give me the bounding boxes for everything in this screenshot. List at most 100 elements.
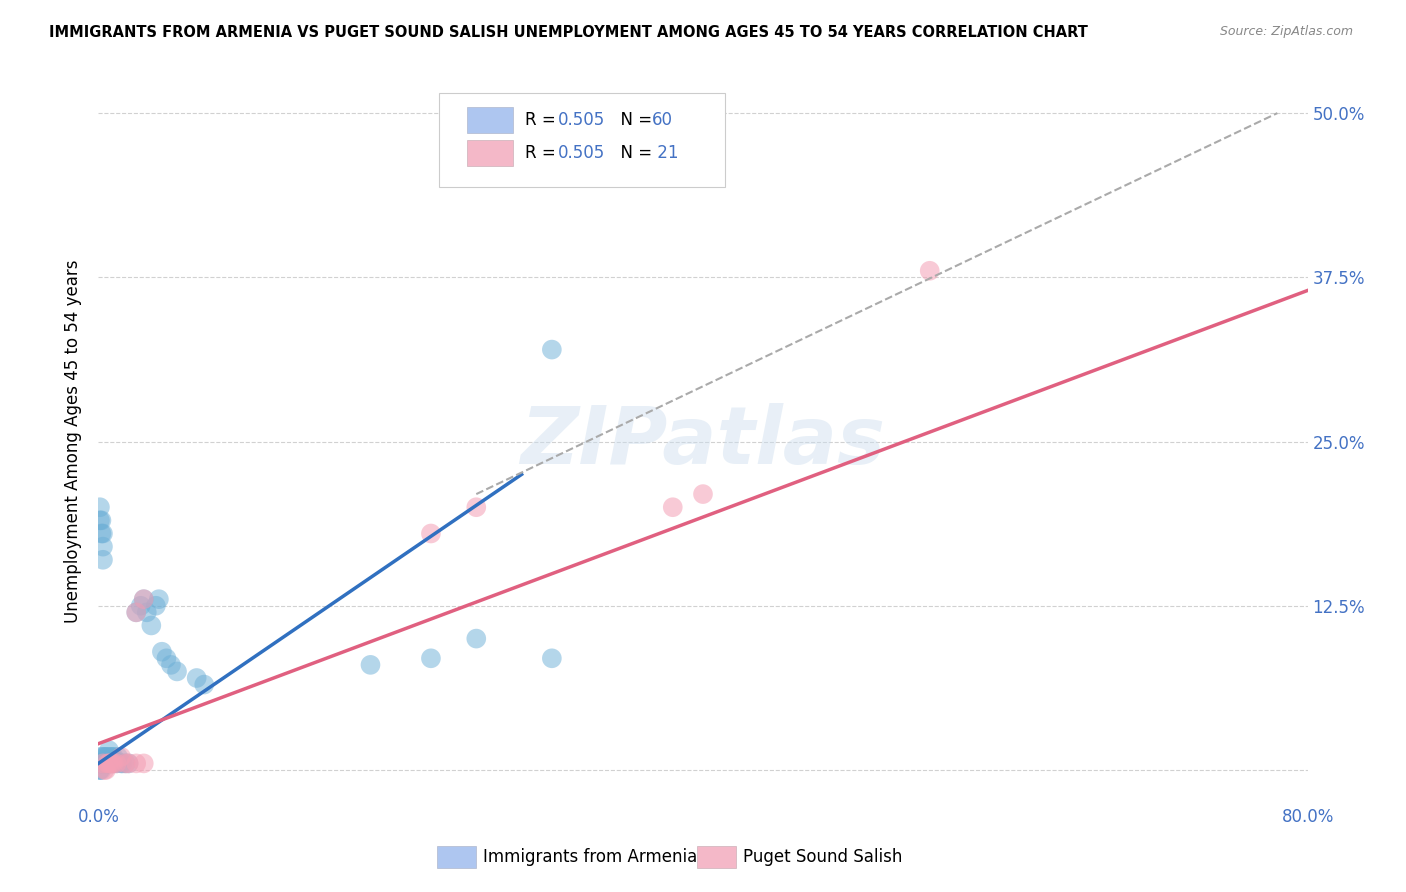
Point (91, 526, 114, 541)
Text: IMMIGRANTS FROM ARMENIA VS PUGET SOUND SALISH UNEMPLOYMENT AMONG AGES 45 TO 54 Y: IMMIGRANTS FROM ARMENIA VS PUGET SOUND S… (49, 25, 1088, 40)
Point (90, 513, 112, 527)
Point (90, 756, 112, 771)
Point (91, 756, 114, 771)
Point (94, 756, 117, 771)
Point (360, 657, 382, 672)
Point (110, 749, 132, 764)
Y-axis label: Unemployment Among Ages 45 to 54 years: Unemployment Among Ages 45 to 54 years (65, 260, 83, 624)
Text: Source: ZipAtlas.com: Source: ZipAtlas.com (1219, 25, 1353, 38)
Point (90, 763, 112, 777)
Point (155, 651, 177, 665)
Point (114, 756, 136, 771)
Point (98, 756, 121, 771)
Text: ZIPatlas: ZIPatlas (520, 402, 886, 481)
Point (89, 749, 111, 764)
FancyBboxPatch shape (440, 93, 724, 187)
Point (96, 756, 118, 771)
Point (100, 749, 122, 764)
Text: 0.505: 0.505 (558, 144, 605, 161)
Point (91, 749, 114, 764)
Point (186, 671, 208, 685)
Point (100, 756, 122, 771)
Point (89, 756, 111, 771)
Point (98, 743, 121, 757)
Point (540, 343, 562, 357)
Point (89, 756, 111, 771)
Point (101, 749, 124, 764)
Point (160, 657, 183, 672)
Point (89, 763, 111, 777)
Bar (467, 139, 513, 166)
Text: Immigrants from Armenia: Immigrants from Armenia (482, 848, 697, 866)
Point (96, 749, 118, 764)
Point (148, 592, 170, 607)
Point (91, 553, 114, 567)
Point (166, 665, 188, 679)
Point (118, 756, 141, 771)
Point (103, 749, 125, 764)
Point (103, 756, 125, 771)
Point (465, 632, 488, 646)
Point (105, 756, 128, 771)
Text: Puget Sound Salish: Puget Sound Salish (742, 848, 903, 866)
Point (110, 756, 132, 771)
Point (103, 756, 125, 771)
Point (465, 500, 488, 515)
Point (100, 756, 122, 771)
Text: R =: R = (526, 144, 561, 161)
Point (420, 526, 443, 541)
Point (125, 605, 148, 619)
Bar (467, 107, 513, 133)
Point (107, 749, 129, 764)
Point (661, 500, 683, 515)
Point (89, 513, 111, 527)
Point (420, 651, 443, 665)
Point (90, 756, 112, 771)
Point (89, 500, 111, 515)
Point (91, 756, 114, 771)
Point (89, 756, 111, 771)
Point (93, 756, 115, 771)
Point (135, 605, 157, 619)
Text: 60: 60 (652, 111, 673, 129)
Point (89, 756, 111, 771)
Point (90, 756, 112, 771)
Point (93, 763, 115, 777)
Text: N =: N = (610, 144, 657, 161)
Bar (437, 847, 475, 868)
Point (114, 756, 136, 771)
Point (141, 618, 163, 632)
Text: N =: N = (610, 111, 657, 129)
Point (692, 487, 714, 501)
Point (101, 756, 124, 771)
Point (90, 526, 112, 541)
Point (93, 749, 115, 764)
Point (105, 756, 128, 771)
Text: 0.505: 0.505 (558, 111, 605, 129)
Point (540, 651, 562, 665)
Bar (697, 847, 735, 868)
Point (94, 763, 117, 777)
Point (132, 592, 155, 607)
Point (193, 677, 215, 691)
Point (125, 605, 148, 619)
Point (125, 756, 148, 771)
Point (94, 749, 117, 764)
Point (89, 763, 111, 777)
Point (918, 264, 941, 278)
Point (132, 756, 155, 771)
Text: R =: R = (526, 111, 561, 129)
Point (129, 599, 152, 613)
Point (89, 756, 111, 771)
Point (91, 540, 114, 554)
Point (132, 592, 155, 607)
Point (145, 599, 167, 613)
Point (91, 756, 114, 771)
Point (111, 756, 134, 771)
Point (91, 756, 114, 771)
Point (118, 756, 141, 771)
Point (98, 756, 121, 771)
Point (96, 756, 118, 771)
Point (101, 756, 124, 771)
Point (150, 645, 173, 659)
